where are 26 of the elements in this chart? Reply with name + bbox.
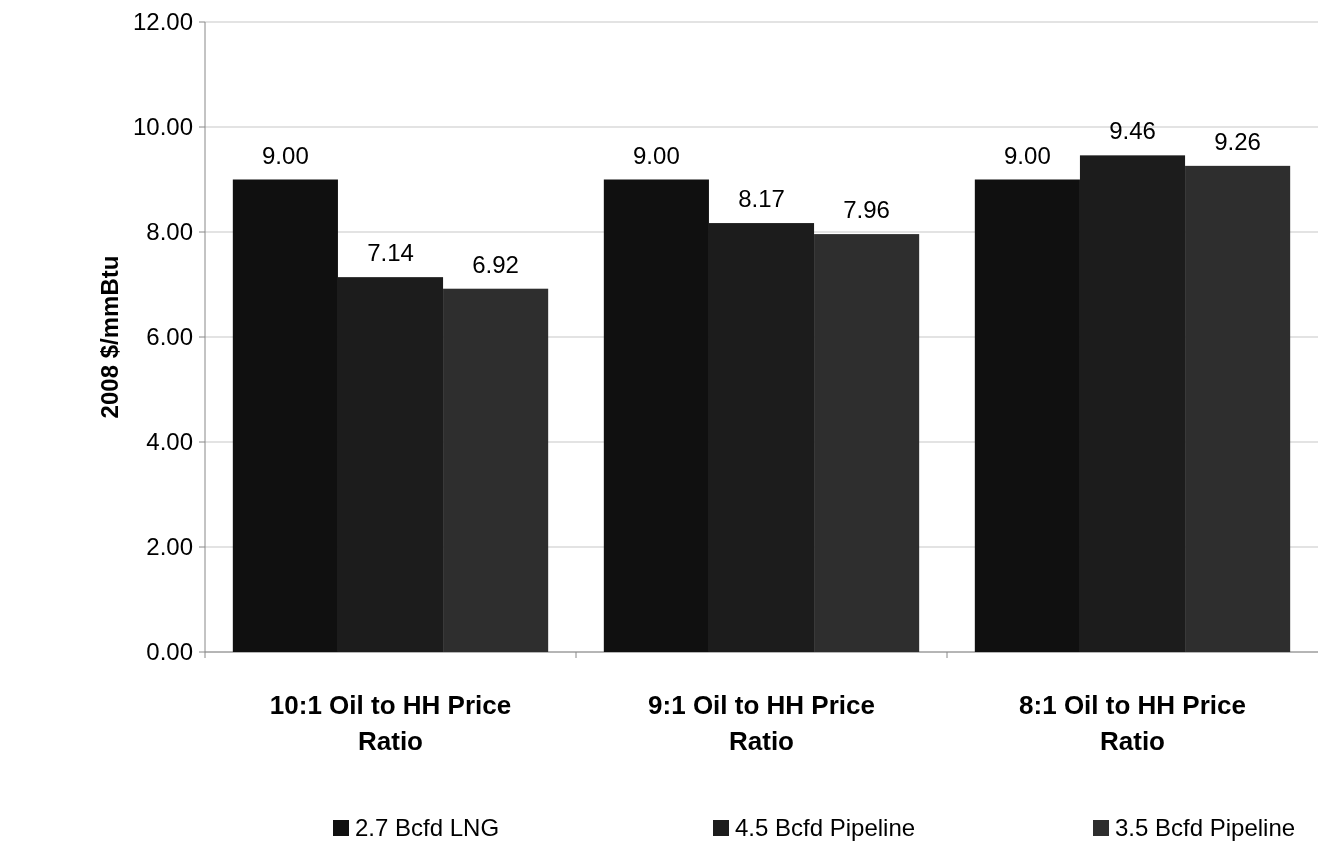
data-label: 8.17 bbox=[738, 185, 785, 213]
legend-label: 4.5 Bcfd Pipeline bbox=[735, 814, 916, 842]
x-tick-label: 10:1 Oil to HH Price Ratio bbox=[269, 690, 512, 756]
data-label: 7.14 bbox=[367, 239, 414, 267]
y-tick-label: 0.00 bbox=[146, 638, 193, 666]
y-tick-label: 12.00 bbox=[132, 8, 193, 36]
y-tick-label: 4.00 bbox=[146, 428, 193, 456]
bar bbox=[443, 288, 549, 652]
legend-label: 2.7 Bcfd LNG bbox=[355, 814, 500, 842]
data-label: 6.92 bbox=[472, 250, 519, 278]
data-label: 9.00 bbox=[262, 141, 309, 169]
data-label: 9.00 bbox=[1004, 141, 1051, 169]
data-label: 9.46 bbox=[1109, 117, 1156, 145]
y-tick-label: 6.00 bbox=[146, 323, 193, 351]
data-label: 9.00 bbox=[633, 141, 680, 169]
y-axis-title: 2008 $/mmBtu bbox=[96, 255, 123, 419]
data-label: 7.96 bbox=[843, 196, 890, 224]
bar bbox=[814, 234, 920, 652]
bar bbox=[1185, 165, 1291, 652]
y-tick-label: 2.00 bbox=[146, 533, 193, 561]
x-tick-label: 9:1 Oil to HH Price Ratio bbox=[648, 690, 875, 756]
y-tick-label: 8.00 bbox=[146, 218, 193, 246]
legend-label: 3.5 Bcfd Pipeline bbox=[1115, 814, 1296, 842]
y-tick-label: 10.00 bbox=[132, 113, 193, 141]
data-label: 9.26 bbox=[1214, 127, 1261, 155]
x-tick-label: 8:1 Oil to HH Price Ratio bbox=[1019, 690, 1246, 756]
